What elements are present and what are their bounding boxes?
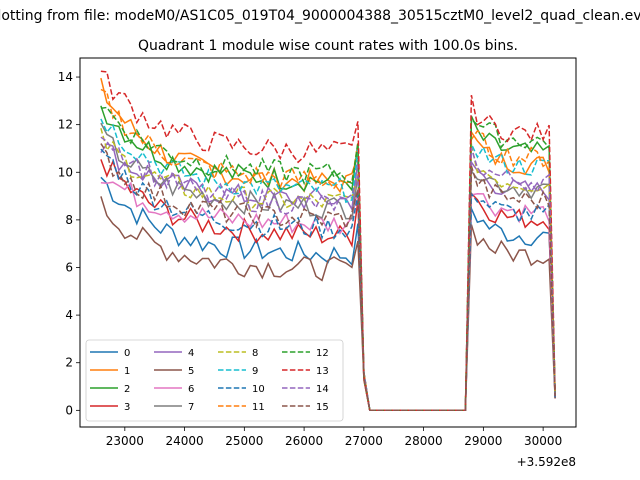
- y-tick-label: 14: [58, 70, 73, 84]
- series-line-14: [100, 136, 556, 412]
- series-line-11: [100, 88, 556, 412]
- y-tick-label: 0: [65, 403, 73, 417]
- chart-title: Quadrant 1 module wise count rates with …: [138, 38, 518, 54]
- y-tick-label: 12: [58, 118, 73, 132]
- y-axis: 0 2 4 6 8 10 12 14: [58, 70, 80, 417]
- y-tick-label: 10: [58, 165, 73, 179]
- x-tick-label: 23000: [106, 434, 144, 448]
- series-line-6: [100, 181, 556, 412]
- x-offset-label: +3.592e8: [517, 455, 576, 469]
- x-axis: 23000 24000 25000 26000 27000 28000 29000 30000: [106, 427, 562, 448]
- legend-label-6: 6: [188, 384, 194, 395]
- y-tick-label: 2: [65, 356, 73, 370]
- x-tick-label: 24000: [165, 434, 203, 448]
- x-tick-label: 28000: [405, 434, 443, 448]
- legend-label-3: 3: [124, 402, 130, 413]
- legend-label-1: 1: [124, 366, 130, 377]
- legend-label-4: 4: [188, 348, 194, 359]
- y-tick-label: 8: [65, 213, 73, 227]
- series-line-3: [100, 159, 556, 412]
- series-line-8: [100, 128, 556, 412]
- legend-label-12: 12: [316, 348, 329, 359]
- legend-label-0: 0: [124, 348, 130, 359]
- legend-label-15: 15: [316, 402, 329, 413]
- x-tick-label: 26000: [285, 434, 323, 448]
- series-line-9: [100, 118, 556, 412]
- legend-label-5: 5: [188, 366, 194, 377]
- series-line-0: [100, 176, 556, 412]
- series-line-12: [100, 106, 556, 412]
- series-line-5: [100, 196, 556, 412]
- x-tick-label: 25000: [225, 434, 263, 448]
- legend-label-11: 11: [252, 402, 265, 413]
- legend-label-2: 2: [124, 384, 130, 395]
- x-tick-label: 29000: [464, 434, 502, 448]
- axes-frame: [79, 57, 577, 428]
- legend-label-13: 13: [316, 366, 329, 377]
- legend-label-7: 7: [188, 402, 194, 413]
- legend-label-14: 14: [316, 384, 329, 395]
- legend-label-10: 10: [252, 384, 265, 395]
- x-tick-label: 27000: [345, 434, 383, 448]
- legend-label-9: 9: [252, 366, 258, 377]
- y-tick-label: 4: [65, 308, 73, 322]
- series-line-10: [100, 148, 556, 412]
- x-tick-label: 30000: [524, 434, 562, 448]
- y-tick-label: 6: [65, 260, 73, 274]
- series-line-13: [100, 70, 556, 412]
- legend-frame: [85, 339, 344, 422]
- figure-suptitle: Plotting from file: modeM0/AS1C05_019T04…: [0, 8, 640, 24]
- series-line-4: [100, 142, 556, 412]
- legend-label-8: 8: [252, 348, 258, 359]
- plot-lines: [100, 70, 556, 412]
